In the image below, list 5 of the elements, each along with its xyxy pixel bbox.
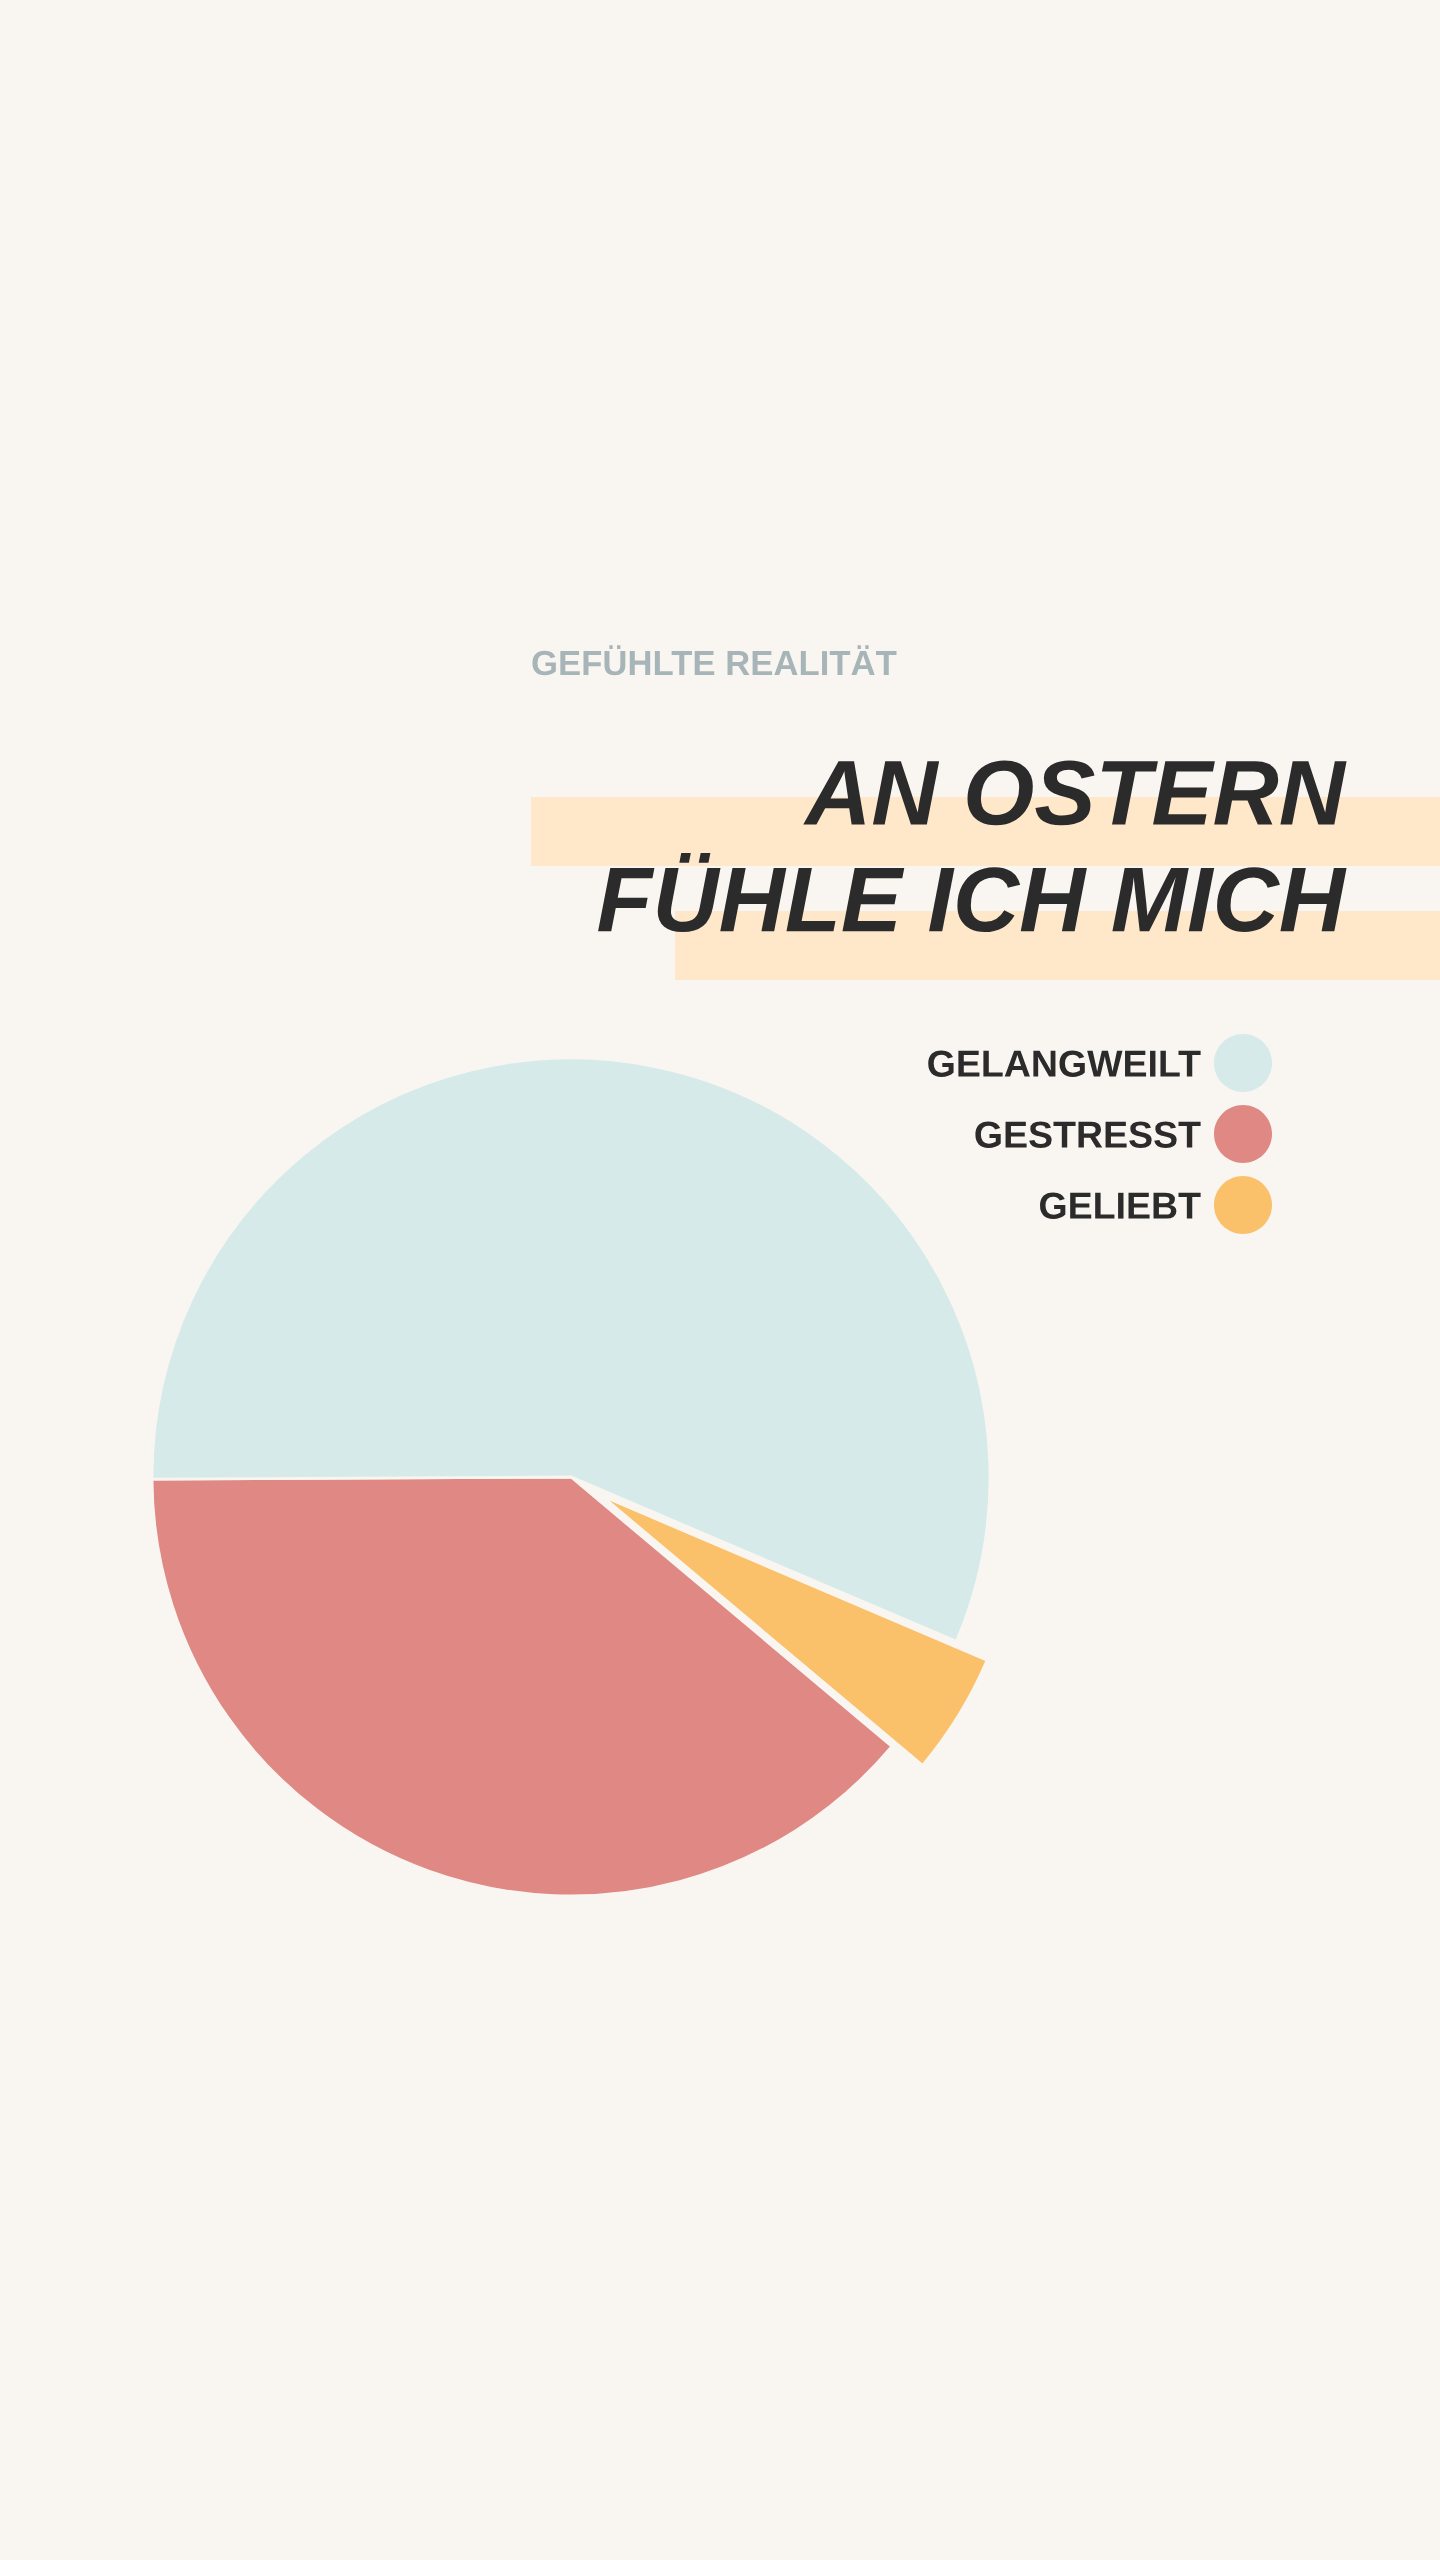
- chart-title: AN OSTERN FÜHLE ICH MICH: [598, 760, 1347, 933]
- legend-label: GESTRESST: [975, 1121, 1201, 1148]
- chart-subtitle: GEFÜHLTE REALITÄT: [532, 645, 897, 676]
- legend-label: GELIEBT: [1040, 1192, 1201, 1219]
- legend-label: GELANGWEILT: [928, 1050, 1201, 1077]
